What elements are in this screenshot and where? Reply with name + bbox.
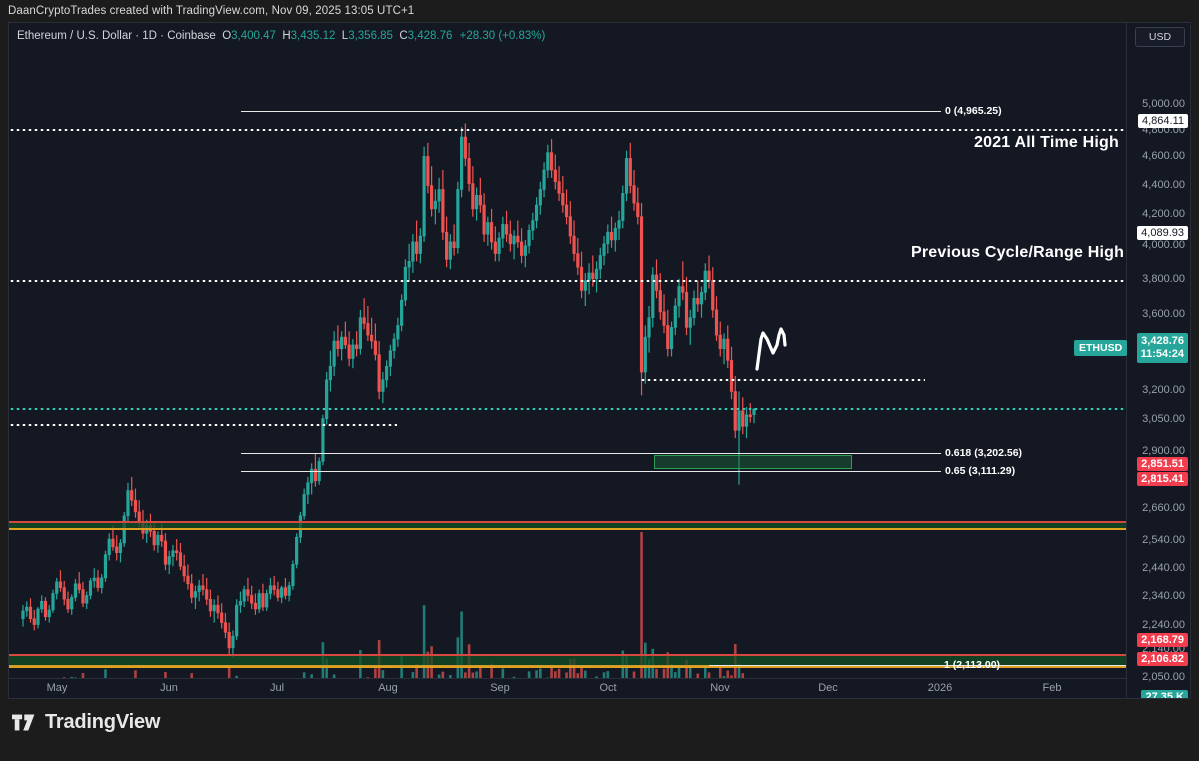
range-top-dotted-line[interactable] (640, 379, 925, 382)
time-tick: Sep (490, 682, 510, 694)
ohlc-open-label: O (222, 30, 232, 42)
lower-demand-band[interactable] (9, 653, 1128, 668)
ohlc-close-label: C (399, 30, 408, 42)
price-level-tag[interactable]: 2,851.51 (1137, 457, 1188, 471)
price-tick: 3,600.00 (1142, 308, 1185, 320)
fib-65-label: 0.65 (3,111.29) (945, 464, 1016, 477)
time-tick: Feb (1042, 682, 1062, 694)
price-axis[interactable]: USD 5,000.00 4,800.00 4,600.00 4,400.00 4,20… (1126, 23, 1190, 698)
candlestick-series (21, 123, 756, 698)
range-mid-dotted-line[interactable] (9, 423, 397, 426)
current-price-tag[interactable]: 3,428.76 11:54:24 (1136, 333, 1188, 363)
upper-supply-band[interactable] (9, 521, 1128, 529)
time-tick: 2026 (927, 682, 953, 694)
freehand-scribble[interactable] (751, 323, 797, 371)
legend-symbol[interactable]: Ethereum / U.S. Dollar (17, 30, 133, 42)
time-tick: Oct (599, 682, 617, 694)
cycle-high-note: Previous Cycle/Range High (911, 244, 1125, 261)
price-tick: 4,200.00 (1142, 208, 1185, 220)
price-tick: 3,800.00 (1142, 273, 1185, 285)
price-tick: 2,050.00 (1142, 671, 1185, 683)
upper-band-red-line[interactable] (9, 521, 1128, 524)
lower-band-red-line[interactable] (9, 653, 1128, 656)
legend-sep-2: · (156, 30, 168, 42)
price-tick: 2,240.00 (1142, 619, 1185, 631)
fib-0-line[interactable] (241, 110, 941, 112)
ohlc-low-value: 3,356.85 (348, 30, 393, 42)
tradingview-logo[interactable]: TradingView (12, 711, 160, 734)
symbol-price-pill[interactable]: ETHUSD (1074, 340, 1128, 356)
price-level-tag[interactable]: 4,864.11 (1137, 114, 1188, 128)
target-zone-box[interactable] (654, 455, 852, 469)
price-level-tag[interactable]: 4,089.93 (1137, 226, 1188, 240)
fib-618-label: 0.618 (3,202.56) (945, 447, 1023, 460)
legend-interval[interactable]: 1D (142, 30, 157, 42)
upper-band-orange-line[interactable] (9, 528, 1128, 531)
legend-exchange[interactable]: Coinbase (167, 30, 216, 42)
price-tick: 4,000.00 (1142, 239, 1185, 251)
cycle-high-dotted-line[interactable] (9, 279, 1128, 282)
price-tick: 2,900.00 (1142, 445, 1185, 457)
time-tick: Dec (818, 682, 838, 694)
current-price-dotted-line (9, 408, 1128, 411)
price-tick: 2,660.00 (1142, 502, 1185, 514)
ohlc-open-value: 3,400.47 (231, 30, 276, 42)
footer-bar: TradingView (0, 699, 1199, 761)
attribution-bar: DaanCryptoTrades created with TradingVie… (0, 0, 1199, 22)
legend-sep-1: · (132, 30, 143, 42)
fib-618-line[interactable] (241, 453, 941, 455)
price-level-tag[interactable]: 2,168.79 (1137, 633, 1188, 647)
ath-note: 2021 All Time High (974, 134, 1119, 151)
price-tick: 3,200.00 (1142, 384, 1185, 396)
price-level-tag[interactable]: 2,815.41 (1137, 472, 1188, 486)
ohlc-high-label: H (282, 30, 291, 42)
price-level-tag[interactable]: 2,106.82 (1137, 652, 1188, 666)
fib-1-white-segment (709, 664, 1128, 666)
price-level-tag[interactable]: 27.35 K (1141, 690, 1188, 698)
current-price-countdown: 11:54:24 (1140, 348, 1184, 360)
tradingview-mark-icon (12, 714, 35, 731)
fib-65-line[interactable] (241, 470, 941, 472)
fib-0-label: 0 (4,965.25) (945, 104, 1002, 117)
chart-container[interactable]: Ethereum / U.S. Dollar · 1D · Coinbase O… (8, 22, 1191, 699)
symbol-legend[interactable]: Ethereum / U.S. Dollar · 1D · Coinbase O… (17, 28, 545, 44)
ohlc-high-value: 3,435.12 (290, 30, 336, 42)
price-tick: 3,050.00 (1142, 413, 1185, 425)
price-tick: 2,340.00 (1142, 590, 1185, 602)
price-tick: 4,400.00 (1142, 179, 1185, 191)
time-axis[interactable]: May Jun Jul Aug Sep Oct Nov Dec 2026 Feb (9, 678, 1128, 698)
ohlc-change: +28.30 (+0.83%) (459, 30, 546, 42)
ohlc-close-value: 3,428.76 (407, 30, 453, 42)
currency-badge[interactable]: USD (1135, 27, 1185, 47)
price-tick: 5,000.00 (1142, 98, 1185, 110)
time-tick: Jun (160, 682, 178, 694)
price-tick: 2,440.00 (1142, 562, 1185, 574)
time-tick: May (46, 682, 68, 694)
current-price-value: 3,428.76 (1141, 335, 1184, 347)
ath-dotted-line[interactable] (9, 129, 1128, 132)
time-tick: Aug (378, 682, 398, 694)
ohlc-low-label: L (341, 30, 349, 42)
fib-1-label: 1 (2,113.00) (944, 658, 1001, 671)
price-tick: 2,540.00 (1142, 534, 1185, 546)
price-tick: 4,600.00 (1142, 150, 1185, 162)
tradingview-wordmark: TradingView (45, 711, 161, 733)
time-tick: Nov (710, 682, 730, 694)
time-tick: Jul (269, 682, 285, 694)
fib-1-line[interactable] (9, 664, 1128, 667)
lower-band-orange-line[interactable] (9, 665, 1128, 668)
price-plot-area[interactable]: 1 (2,113.00) 0 (4,965.25) 0.618 (3,202.56)… (9, 45, 1128, 698)
